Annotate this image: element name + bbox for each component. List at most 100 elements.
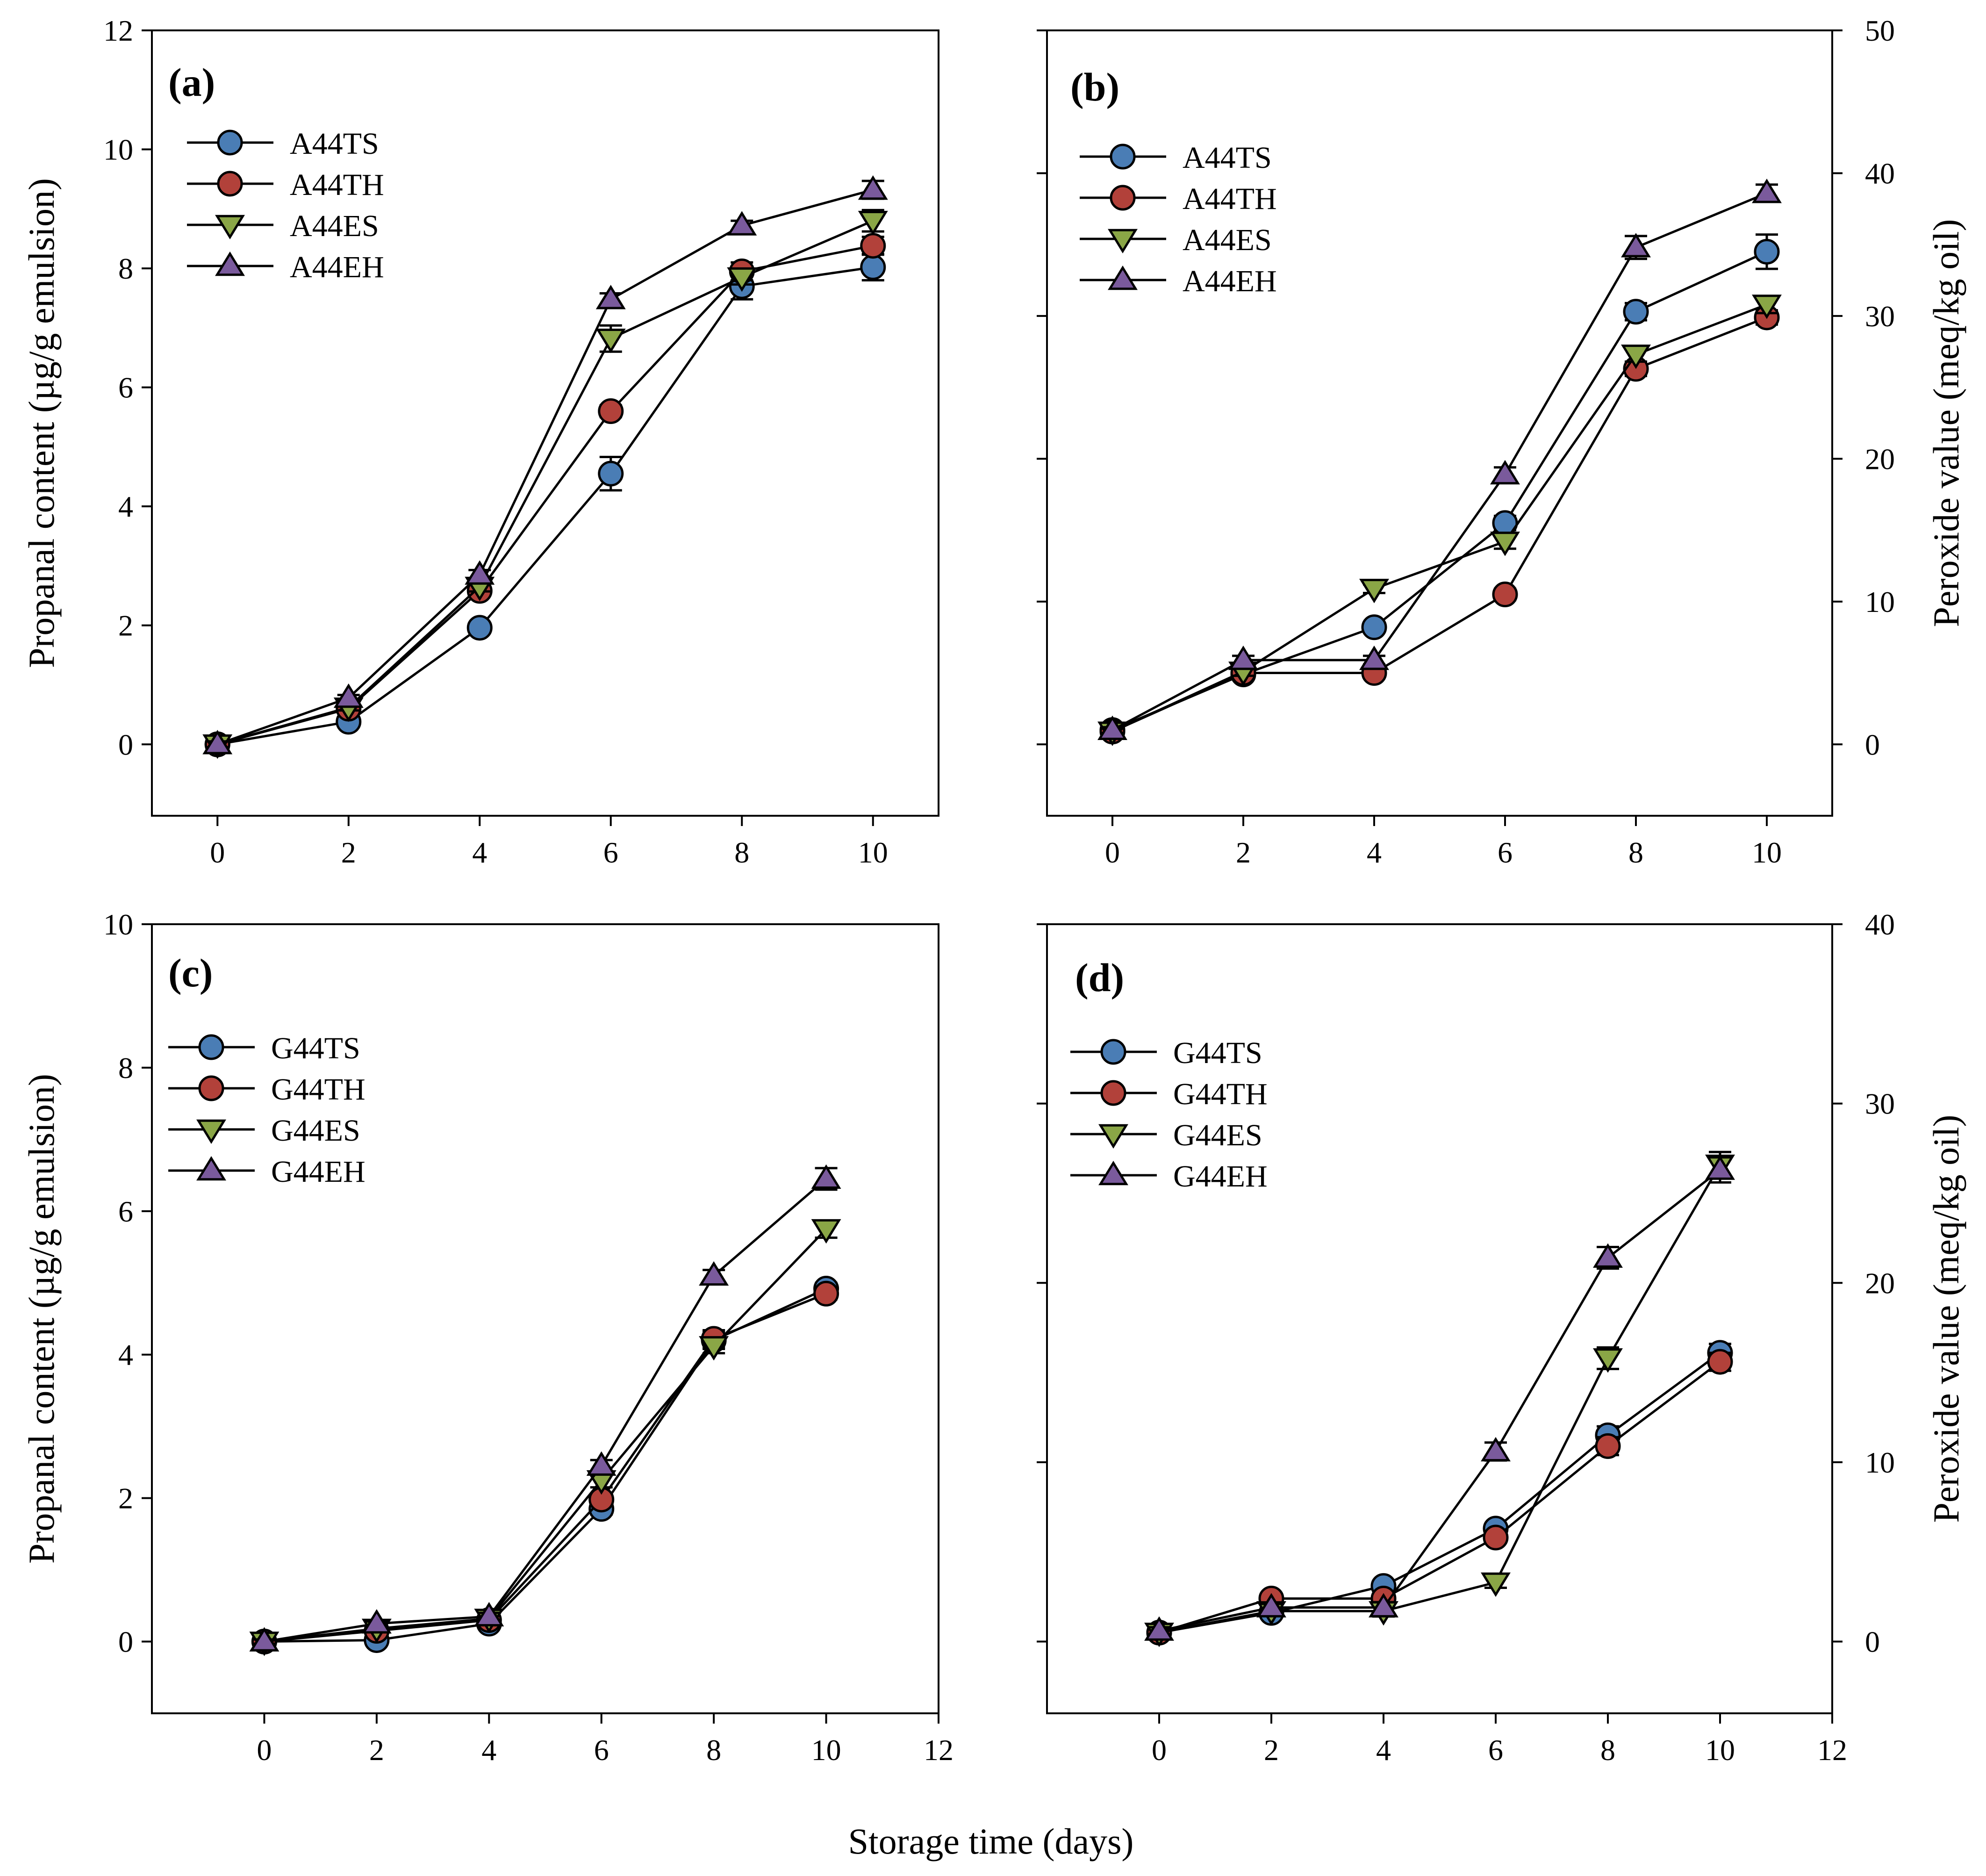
data-point <box>1369 1593 1398 1617</box>
series-G44EH <box>249 1164 841 1652</box>
data-point <box>333 683 364 708</box>
data-point <box>727 267 757 292</box>
x-tick-label: 10 <box>811 1733 841 1767</box>
legend-entry: A44TH <box>290 168 384 202</box>
series-A44TH <box>204 233 886 757</box>
series-G44EH <box>1144 1155 1735 1641</box>
x-tick-label: 6 <box>1498 836 1513 869</box>
series-G44ES <box>249 1219 841 1656</box>
legend-marker <box>198 1034 224 1060</box>
data-point <box>598 460 624 487</box>
data-point <box>595 285 626 309</box>
data-point <box>586 1451 617 1476</box>
y-axis-label: Peroxide value (meq/kg oil) <box>1926 219 1966 627</box>
series-line <box>264 1178 827 1643</box>
data-point <box>465 560 495 585</box>
series-line <box>217 266 874 746</box>
data-point <box>1623 299 1649 325</box>
x-tick-label: 4 <box>481 1733 496 1767</box>
legend-marker <box>1100 1080 1126 1106</box>
panel-label: (c) <box>168 950 213 995</box>
data-point <box>1361 614 1387 640</box>
series-A44TS <box>1099 233 1780 743</box>
x-tick-label: 10 <box>1752 836 1782 869</box>
data-point <box>1705 1155 1735 1180</box>
legend-entry: G44ES <box>271 1114 360 1148</box>
data-point <box>249 1627 280 1652</box>
x-tick-label: 6 <box>1488 1733 1503 1767</box>
legend-marker <box>196 1156 226 1181</box>
series-line <box>264 1292 827 1643</box>
plot-frame <box>1046 923 1833 1714</box>
data-point <box>1483 1524 1509 1551</box>
legend-marker <box>196 1119 226 1144</box>
plot-frame <box>151 923 939 1714</box>
series-line <box>1111 303 1767 733</box>
y-tick-label: 6 <box>118 371 133 404</box>
series-line <box>217 244 874 746</box>
x-tick-label: 8 <box>1600 1733 1615 1767</box>
data-point <box>474 1602 504 1627</box>
data-point <box>1593 1348 1623 1373</box>
data-point <box>1490 460 1520 485</box>
series-A44EH <box>1097 179 1782 740</box>
series-G44TS <box>251 1276 839 1655</box>
x-tick-label: 4 <box>1376 1733 1391 1767</box>
series-A44ES <box>1097 295 1782 746</box>
y-tick-label: 10 <box>103 908 133 941</box>
y-tick-label: 40 <box>1865 908 1895 941</box>
x-tick-label: 4 <box>1367 836 1382 869</box>
data-point <box>811 1164 841 1189</box>
data-point <box>1752 179 1782 203</box>
x-tick-label: 2 <box>1236 836 1251 869</box>
panels: 0 2 4 6 8 10 0 2 4 6 8 10 12 Propanal content (µg/g e… <box>21 14 1966 1767</box>
legend-entry: A44TS <box>1183 141 1272 175</box>
series-line <box>1112 251 1768 732</box>
legend-entry: G44ES <box>1173 1118 1262 1152</box>
series-line <box>217 219 874 746</box>
legend-entry: G44TS <box>1173 1036 1262 1070</box>
x-tick-label: 10 <box>1705 1733 1735 1767</box>
data-point <box>727 211 757 236</box>
data-point <box>1593 1243 1623 1268</box>
y-axis-label: Peroxide value (meq/kg oil) <box>1926 1115 1966 1523</box>
data-point <box>1481 1572 1511 1597</box>
y-tick-label: 0 <box>1865 728 1880 761</box>
y-tick-label: 8 <box>118 1051 133 1085</box>
legend-entry: G44EH <box>1173 1159 1268 1193</box>
panel-1: 0 2 4 6 8 10 0 2 4 6 8 10 12 Propanal content (µg/g e… <box>21 14 939 869</box>
data-point <box>1481 1437 1511 1462</box>
legend-entry: A44ES <box>290 209 379 243</box>
data-point <box>1752 295 1782 319</box>
legend-entry: G44EH <box>271 1155 366 1189</box>
legend-entry: A44EH <box>1183 264 1277 298</box>
legend-marker <box>217 171 243 197</box>
x-tick-label: 0 <box>1105 836 1120 869</box>
shared-x-axis-label: Storage time (days) <box>848 1821 1134 1862</box>
legend-entry: G44TH <box>271 1072 366 1107</box>
y-axis-label: Propanal content (µg/g emulsion) <box>21 178 62 668</box>
series-line <box>1159 1351 1721 1634</box>
data-point <box>361 1609 392 1634</box>
series-G44TH <box>1146 1349 1733 1646</box>
legend-marker <box>1110 144 1136 170</box>
data-point <box>813 1280 839 1307</box>
series-line <box>1111 192 1767 731</box>
legend-marker <box>215 251 245 276</box>
legend-entry: G44TH <box>1173 1077 1268 1111</box>
x-tick-label: 2 <box>369 1733 384 1767</box>
legend-entry: G44TS <box>271 1031 360 1065</box>
y-tick-label: 0 <box>118 728 133 761</box>
data-point <box>595 329 626 353</box>
data-point <box>1754 238 1780 265</box>
x-tick-label: 8 <box>734 836 749 869</box>
series-A44TS <box>204 253 886 757</box>
x-tick-label: 0 <box>257 1733 272 1767</box>
series-G44ES <box>1144 1150 1735 1647</box>
panel-label: (b) <box>1070 65 1119 109</box>
x-tick-label: 2 <box>1264 1733 1279 1767</box>
panel-4: 0 2 4 6 8 10 12 0 10 20 30 40 Peroxide value (meq/kg… <box>1037 908 1966 1767</box>
legend-marker <box>1100 1039 1126 1065</box>
y-tick-label: 12 <box>103 14 133 47</box>
x-tick-label: 4 <box>472 836 487 869</box>
